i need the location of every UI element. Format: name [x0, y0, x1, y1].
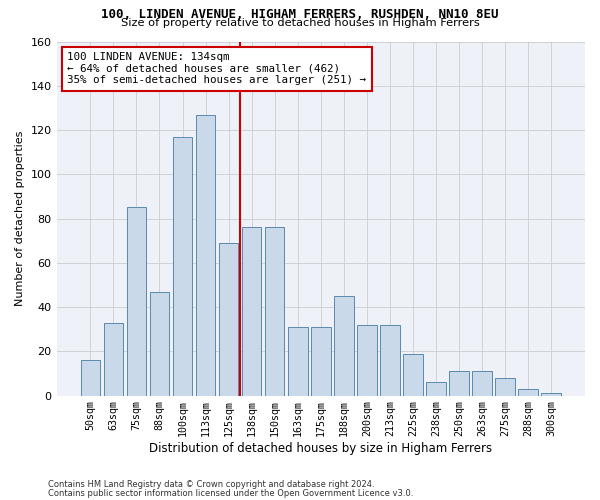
Text: Size of property relative to detached houses in Higham Ferrers: Size of property relative to detached ho…: [121, 18, 479, 28]
Bar: [496, 378, 515, 396]
Bar: [196, 114, 215, 396]
Text: Contains public sector information licensed under the Open Government Licence v3: Contains public sector information licen…: [48, 488, 413, 498]
Bar: [104, 322, 123, 396]
Text: 100 LINDEN AVENUE: 134sqm
← 64% of detached houses are smaller (462)
35% of semi: 100 LINDEN AVENUE: 134sqm ← 64% of detac…: [67, 52, 366, 86]
Bar: [127, 208, 146, 396]
Bar: [80, 360, 100, 396]
Bar: [242, 228, 262, 396]
Text: Contains HM Land Registry data © Crown copyright and database right 2024.: Contains HM Land Registry data © Crown c…: [48, 480, 374, 489]
Bar: [518, 389, 538, 396]
Bar: [403, 354, 423, 396]
Bar: [380, 325, 400, 396]
Bar: [311, 327, 331, 396]
Bar: [357, 325, 377, 396]
Y-axis label: Number of detached properties: Number of detached properties: [15, 131, 25, 306]
Bar: [265, 228, 284, 396]
Text: 100, LINDEN AVENUE, HIGHAM FERRERS, RUSHDEN, NN10 8EU: 100, LINDEN AVENUE, HIGHAM FERRERS, RUSH…: [101, 8, 499, 20]
Bar: [426, 382, 446, 396]
Bar: [472, 371, 492, 396]
Bar: [449, 371, 469, 396]
Bar: [173, 136, 193, 396]
Bar: [219, 243, 238, 396]
Bar: [288, 327, 308, 396]
Bar: [541, 394, 561, 396]
Bar: [334, 296, 353, 396]
X-axis label: Distribution of detached houses by size in Higham Ferrers: Distribution of detached houses by size …: [149, 442, 493, 455]
Bar: [149, 292, 169, 396]
